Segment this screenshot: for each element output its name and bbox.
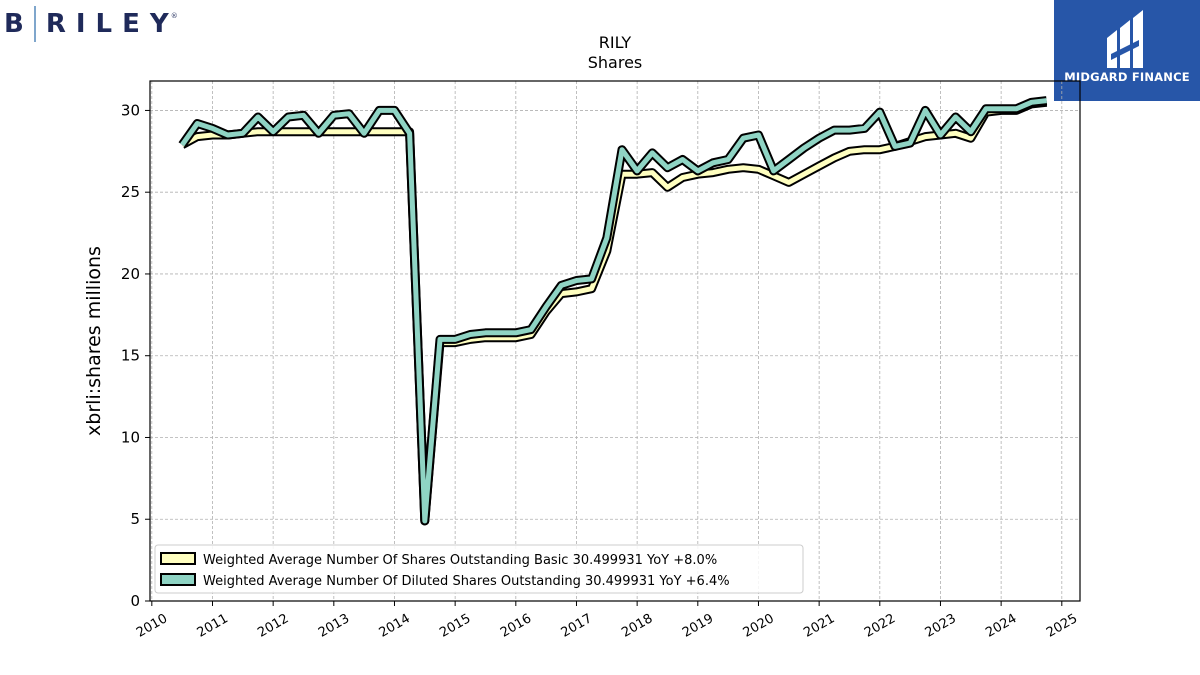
y-tick-label: 10 (121, 428, 140, 446)
y-tick-label: 20 (121, 265, 140, 283)
b-riley-logo-text: RILEY (45, 9, 179, 39)
x-tick-label: 2014 (377, 611, 413, 641)
chart-subtitle: Shares (588, 53, 643, 72)
x-tick-label: 2022 (862, 611, 898, 641)
midgard-finance-logo-text: MIDGARD FINANCE (1064, 70, 1190, 84)
series-lines (178, 96, 1048, 526)
legend-swatch-0 (160, 552, 196, 565)
series-1-line (180, 98, 1047, 524)
x-tick-label: 2017 (559, 611, 595, 641)
x-tick-label: 2018 (619, 611, 655, 641)
plot-frame (149, 80, 1081, 602)
x-tick-label: 2010 (134, 611, 170, 641)
x-tick-label: 2019 (680, 611, 716, 641)
series-1-outline (178, 96, 1048, 526)
legend-box (154, 544, 804, 594)
x-tick-label: 2024 (983, 611, 1019, 641)
y-tick-label: 25 (121, 183, 140, 201)
x-tick-label: 2025 (1044, 611, 1080, 641)
legend: Weighted Average Number Of Shares Outsta… (154, 544, 804, 594)
b-riley-logo-divider (33, 6, 36, 42)
y-tick-label: 30 (121, 101, 140, 119)
y-tick-label: 0 (130, 592, 140, 610)
series-0-outline (180, 97, 1048, 526)
b-riley-logo-b: B (4, 9, 26, 39)
legend-label-0: Weighted Average Number Of Shares Outsta… (203, 553, 717, 568)
grid (150, 81, 1080, 602)
x-tick-label: 2015 (437, 611, 473, 641)
x-tick-label: 2013 (316, 611, 352, 641)
legend-swatch-1 (160, 573, 196, 586)
x-tick-label: 2011 (195, 611, 231, 641)
x-tick-label: 2012 (255, 611, 291, 641)
y-axis-label: xbrli:shares millions (83, 246, 105, 436)
series-0-line (181, 99, 1047, 524)
midgard-finance-logo: MIDGARD FINANCE (1054, 0, 1200, 101)
b-riley-logo-registered: ® (170, 12, 178, 20)
y-tick-label: 15 (121, 347, 140, 365)
midgard-finance-mark-icon (1107, 10, 1143, 68)
b-riley-logo: B RILEY ® (4, 6, 178, 42)
y-tick-label: 5 (130, 510, 140, 528)
x-tick-label: 2020 (741, 611, 777, 641)
legend-label-1: Weighted Average Number Of Diluted Share… (203, 574, 730, 589)
x-tick-label: 2023 (923, 611, 959, 641)
chart-title: RILY (599, 33, 632, 52)
x-tick-label: 2021 (801, 611, 837, 641)
x-tick-label: 2016 (498, 611, 534, 641)
